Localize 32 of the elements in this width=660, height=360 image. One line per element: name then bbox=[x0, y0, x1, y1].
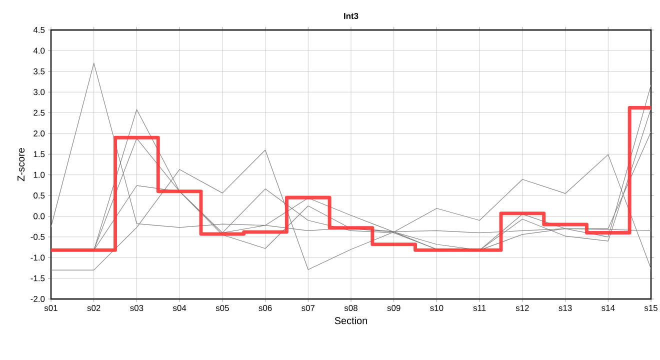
x-axis-title: Section bbox=[334, 316, 367, 324]
x-tick-label: s12 bbox=[516, 305, 529, 312]
y-tick-label: 3.5 bbox=[34, 68, 45, 74]
x-tick-label: s09 bbox=[387, 305, 400, 312]
x-tick-label: s15 bbox=[644, 305, 658, 311]
y-axis-title: Z-score bbox=[18, 148, 25, 182]
y-tick-label: -2.0 bbox=[30, 296, 45, 302]
x-tick-label: s05 bbox=[216, 305, 229, 312]
x-tick-label: s11 bbox=[473, 305, 486, 311]
y-tick-label: -1.0 bbox=[30, 254, 45, 261]
x-tick-label: s03 bbox=[130, 305, 144, 312]
x-tick-label: s10 bbox=[430, 305, 444, 312]
x-tick-label: s01 bbox=[44, 305, 58, 312]
y-tick-label: 1.0 bbox=[34, 172, 45, 178]
y-tick-label: 1.5 bbox=[34, 151, 45, 158]
y-tick-label: 0.5 bbox=[34, 192, 45, 199]
x-tick-label: s02 bbox=[87, 305, 100, 312]
y-tick-label: -0.5 bbox=[30, 234, 45, 240]
x-tick-label: s07 bbox=[302, 305, 315, 312]
y-tick-label: -1.5 bbox=[30, 275, 45, 282]
x-tick-label: s08 bbox=[344, 305, 358, 312]
y-tick-label: 2.0 bbox=[34, 130, 45, 136]
y-tick-label: 3.0 bbox=[34, 89, 45, 96]
x-tick-label: s04 bbox=[172, 305, 186, 312]
y-tick-label: 4.5 bbox=[33, 27, 45, 33]
x-tick-label: s06 bbox=[258, 305, 272, 312]
y-tick-label: 2.5 bbox=[34, 110, 45, 116]
y-tick-label: 4.0 bbox=[33, 48, 45, 54]
x-tick-label: s14 bbox=[602, 305, 615, 311]
y-tick-label: 0.0 bbox=[34, 213, 45, 220]
chart-title: Int3 bbox=[344, 13, 358, 19]
x-tick-label: s13 bbox=[558, 305, 572, 312]
